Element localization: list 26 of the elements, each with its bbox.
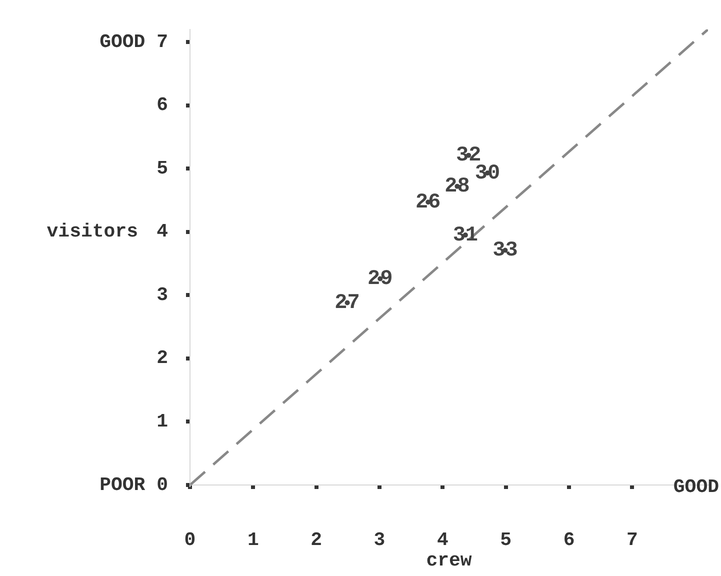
x-tick-label: 5 xyxy=(500,529,512,552)
y-tick-label: GOOD 7 xyxy=(100,30,168,53)
x-tick-label: 0 xyxy=(184,529,196,552)
x-tick-label: 7 xyxy=(626,529,638,552)
series-label: 26 xyxy=(416,191,441,214)
annotation: GOOD xyxy=(673,476,719,498)
series-label: 28 xyxy=(444,176,470,199)
y-tick-label: 4 xyxy=(156,220,168,243)
y-tick-label: 1 xyxy=(156,410,168,433)
x-tick-label: 6 xyxy=(563,529,575,552)
series-label: 30 xyxy=(474,162,500,186)
y-tick-label: 3 xyxy=(156,284,168,306)
x-axis-title: crew xyxy=(426,549,472,572)
y-tick-label: 5 xyxy=(156,157,168,180)
series-label: 33 xyxy=(492,240,518,263)
series-label: 27 xyxy=(334,292,360,316)
x-tick-label: 3 xyxy=(374,529,386,552)
series-label: 31 xyxy=(452,224,478,248)
x-tick-label: 2 xyxy=(310,529,322,552)
y-tick-label: POOR 0 xyxy=(100,474,168,496)
y-tick-label: 6 xyxy=(156,94,168,116)
series-label: 29 xyxy=(368,268,393,292)
y-axis-title: visitors xyxy=(46,220,138,243)
x-tick-label: 4 xyxy=(436,529,448,552)
y-tick-label: 2 xyxy=(156,347,168,370)
x-tick-label: 1 xyxy=(247,529,259,552)
